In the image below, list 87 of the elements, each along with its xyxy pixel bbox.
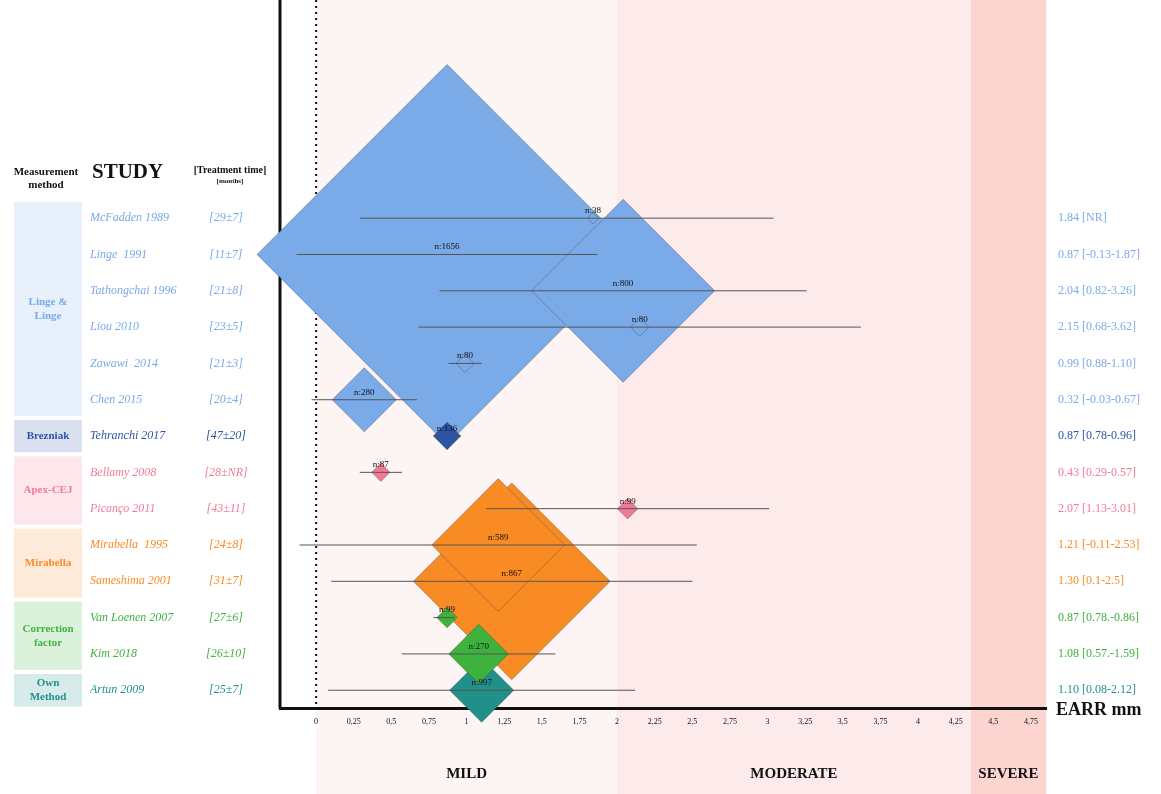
text: Linge & Linge xyxy=(28,294,68,321)
annotation: n:80 xyxy=(457,350,474,361)
x-tick-label: 3,25 xyxy=(798,717,813,727)
text: [20±4] xyxy=(209,391,244,406)
y-tick-label: Zawawi 2014 xyxy=(90,355,159,370)
x-tick-label: 4,25 xyxy=(948,717,963,727)
x-tick-label: 0,5 xyxy=(386,717,397,727)
text: [43±11] xyxy=(206,500,246,515)
text: [29±7] xyxy=(209,210,244,225)
text: 0.87 [0.78-0.96] xyxy=(1058,428,1136,443)
text: [24±8] xyxy=(209,537,244,552)
annotation: n:80 xyxy=(631,313,649,324)
x-tick-label: 2,5 xyxy=(687,717,698,727)
text: Apex-CEJ xyxy=(23,483,73,496)
text: 2.15 [0.68-3.62] xyxy=(1058,319,1136,334)
x-tick-label: 2,25 xyxy=(647,717,662,727)
y-tick-label: Liou 2010 xyxy=(89,319,140,334)
text: 1.30 [0.1-2.5] xyxy=(1058,573,1124,588)
text: Measurement method xyxy=(13,164,79,190)
x-tick-label: 4,75 xyxy=(1023,717,1038,727)
x-tick-label: 1,25 xyxy=(497,717,512,727)
y-tick-label: Van Loenen 2007 xyxy=(90,609,175,624)
text: 0.99 [0.88-1.10] xyxy=(1058,355,1136,370)
band-label: MILD xyxy=(446,764,488,781)
text: [21±3] xyxy=(209,355,244,370)
y-tick-label: Sameshima 2001 xyxy=(90,573,172,588)
text: [31±7] xyxy=(209,573,244,588)
y-tick-label: Tathongchai 1996 xyxy=(90,282,177,297)
annotation: n:589 xyxy=(487,531,509,542)
text: [26±10] xyxy=(206,646,247,661)
x-tick-label: 3,5 xyxy=(837,717,848,727)
x-tick-label: 3,75 xyxy=(873,717,888,727)
x-tick-label: 2 xyxy=(615,717,620,727)
text: [Treatment time] xyxy=(193,163,267,175)
text: Own Method xyxy=(29,676,67,703)
text: 0.32 [-0.03-0.67] xyxy=(1058,391,1140,406)
text: [27±6] xyxy=(209,609,244,624)
annotation: n:1656 xyxy=(434,241,461,252)
y-tick-label: Bellamy 2008 xyxy=(90,464,157,479)
annotation: n:99 xyxy=(619,495,637,506)
x-tick-label: 3 xyxy=(765,717,770,727)
annotation: n:867 xyxy=(501,568,523,579)
y-tick-label: McFadden 1989 xyxy=(89,210,169,225)
annotation: n:800 xyxy=(612,277,634,288)
text: Brezniak xyxy=(26,428,71,441)
x-axis-title: EARR mm xyxy=(1056,699,1142,720)
text: [11±7] xyxy=(209,246,243,261)
text: Mirabella xyxy=(24,555,72,568)
text: Correction factor xyxy=(22,621,74,648)
x-tick-label: 1 xyxy=(464,717,469,727)
y-tick-label: Kim 2018 xyxy=(89,646,138,661)
text: [28±NR] xyxy=(204,464,248,479)
band-label: MODERATE xyxy=(750,764,838,781)
y-axis-title: STUDY xyxy=(92,159,164,184)
text: [23±5] xyxy=(209,319,244,334)
text: 1.84 [NR] xyxy=(1058,210,1107,225)
annotation: n:87 xyxy=(372,459,390,470)
annotation: n:997 xyxy=(471,677,493,688)
text: [21±8] xyxy=(209,282,244,297)
x-tick-label: 2,75 xyxy=(722,717,737,727)
annotation: n:280 xyxy=(354,386,376,397)
text: 0.43 [0.29-0.57] xyxy=(1058,464,1136,479)
annotation: n:38 xyxy=(585,205,602,216)
text: [25±7] xyxy=(209,682,244,697)
y-tick-label: Tehranchi 2017 xyxy=(90,428,167,443)
annotation: n:270 xyxy=(468,640,490,651)
x-tick-label: 1,75 xyxy=(572,717,587,727)
text: 2.07 [1.13-3.01] xyxy=(1058,500,1136,515)
text: [47±20] xyxy=(206,428,247,443)
y-tick-label: Picanço 2011 xyxy=(89,500,156,515)
y-tick-label: Chen 2015 xyxy=(90,391,143,406)
y-tick-label: Artun 2009 xyxy=(89,682,145,697)
text: 1.08 [0.57.-1.59] xyxy=(1058,646,1139,661)
x-tick-label: 4,5 xyxy=(988,717,999,727)
x-tick-label: 1,5 xyxy=(536,717,547,727)
text: 1.10 [0.08-2.12] xyxy=(1058,682,1136,697)
x-tick-label: 4 xyxy=(916,717,921,727)
band-label: SEVERE xyxy=(978,764,1039,781)
x-tick-label: 0,25 xyxy=(346,717,361,727)
text: 2.04 [0.82-3.26] xyxy=(1058,282,1136,297)
y-tick-label: Mirabella 1995 xyxy=(89,537,168,552)
text: 0.87 [0.78.-0.86] xyxy=(1058,609,1139,624)
x-tick-label: 0 xyxy=(314,717,319,727)
y-tick-label: Linge 1991 xyxy=(89,246,148,261)
x-tick-label: 0,75 xyxy=(421,717,436,727)
text: 1.21 [-0.11-2.53] xyxy=(1058,537,1140,552)
text: 0.87 [-0.13-1.87] xyxy=(1058,246,1140,261)
